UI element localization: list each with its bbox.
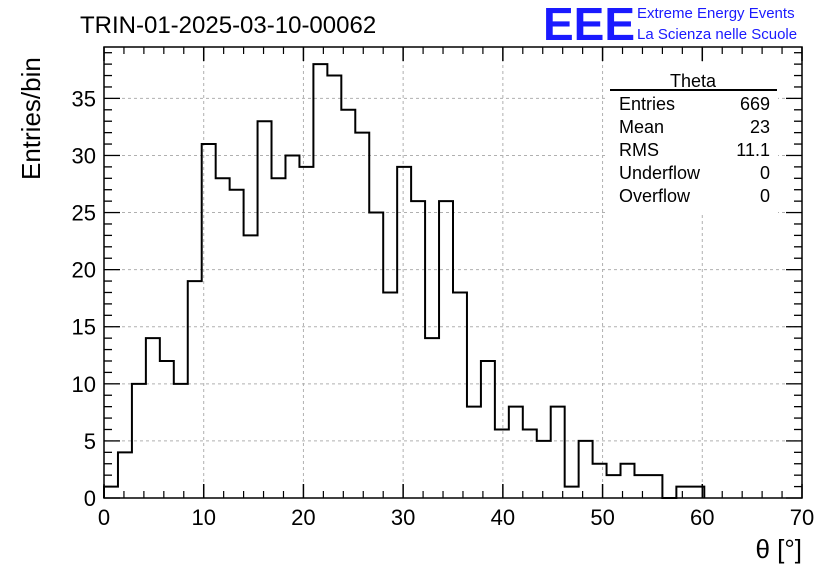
plot-frame <box>103 46 803 499</box>
stats-row-value: 0 <box>760 163 770 183</box>
x-tick-label: 0 <box>98 505 110 530</box>
y-tick-label: 30 <box>72 143 96 168</box>
x-tick-label: 50 <box>590 505 614 530</box>
y-axis-label: Entries/bin <box>16 57 46 180</box>
eee-logo: EEE Extreme Energy Events La Scienza nel… <box>543 0 797 50</box>
stats-box: Theta Entries 669 Mean 23 RMS 11.1 Underflow 0 O… <box>608 64 778 214</box>
chart-title: TRIN-01-2025-03-10-00062 <box>80 12 376 39</box>
x-tick-label: 60 <box>690 505 714 530</box>
stats-row-value: 11.1 <box>736 140 770 160</box>
x-tick-label: 10 <box>191 505 215 530</box>
y-tick-label: 10 <box>72 372 96 397</box>
stats-row-value: 669 <box>740 94 770 114</box>
x-axis-ticks: 0 10 20 30 40 50 60 70 <box>98 47 814 530</box>
y-tick-label: 35 <box>72 86 96 111</box>
y-tick-label: 15 <box>72 315 96 340</box>
x-tick-label: 40 <box>491 505 515 530</box>
y-tick-label: 20 <box>72 258 96 283</box>
y-tick-label: 5 <box>84 429 96 454</box>
stats-row-label: Entries <box>619 94 675 114</box>
stats-row-label: Overflow <box>619 186 691 206</box>
stats-row-label: Underflow <box>619 163 701 183</box>
y-axis-ticks: 0 5 10 15 20 25 30 35 <box>72 52 802 511</box>
x-axis-label: θ [°] <box>755 534 802 564</box>
stats-row-label: RMS <box>619 140 659 160</box>
x-tick-label: 20 <box>291 505 315 530</box>
x-tick-label: 70 <box>790 505 814 530</box>
logo-mark: EEE <box>543 0 635 50</box>
stats-row-label: Mean <box>619 117 664 137</box>
stats-row-value: 0 <box>760 186 770 206</box>
axes <box>103 46 803 499</box>
stats-rows: Entries 669 Mean 23 RMS 11.1 Underflow 0 Overflo… <box>619 94 770 206</box>
histogram-outline <box>103 63 706 499</box>
stats-title: Theta <box>670 71 717 91</box>
stats-row-value: 23 <box>750 117 770 137</box>
logo-line1: Extreme Energy Events <box>637 5 795 22</box>
y-tick-label: 25 <box>72 201 96 226</box>
y-tick-label: 0 <box>84 486 96 511</box>
x-tick-label: 30 <box>391 505 415 530</box>
logo-line2: La Scienza nelle Scuole <box>637 26 797 43</box>
